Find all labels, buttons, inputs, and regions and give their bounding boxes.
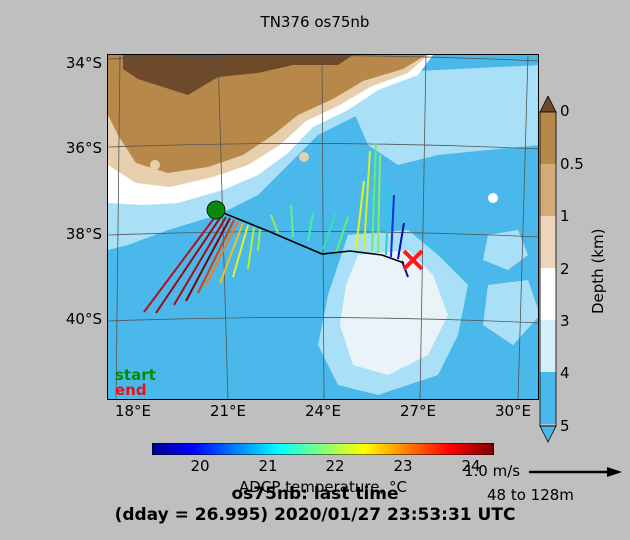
velocity-vector	[363, 150, 371, 250]
depth-tick: 1	[560, 207, 570, 225]
caption-line1: os75nb: last time	[231, 484, 399, 504]
velocity-vector	[371, 142, 377, 252]
temperature-colorbar	[152, 443, 494, 455]
lon-tick: 18°E	[114, 402, 152, 420]
temperature-colorbar-label: ADCP temperature, °C	[239, 478, 407, 496]
velocity-vector	[335, 216, 349, 254]
velocity-vector	[270, 214, 279, 234]
caption-line2: (dday = 26.995) 2020/01/27 23:53:31 UTC	[114, 505, 516, 525]
lon-tick: 27°E	[399, 402, 437, 420]
lat-tick: 38°S	[65, 225, 102, 243]
end-marker	[402, 249, 424, 271]
temperature-tick: 23	[393, 457, 413, 475]
velocity-vector	[397, 222, 405, 260]
depth-tick: 5	[560, 417, 570, 435]
slope-east	[338, 65, 538, 165]
velocity-vector	[143, 212, 219, 313]
velocity-vector	[173, 216, 227, 306]
legend-end-label: end	[115, 381, 147, 399]
depth-tick: 0	[560, 102, 570, 120]
lon-tick: 21°E	[209, 402, 247, 420]
velocity-vector	[355, 180, 365, 250]
start-marker	[206, 200, 226, 220]
lon-tick: 30°E	[494, 402, 532, 420]
lat-tick: 36°S	[65, 139, 102, 157]
velocity-vector	[257, 228, 261, 252]
velocity-vector	[377, 154, 381, 254]
legend-start-label: start	[115, 366, 156, 384]
velocity-vector	[197, 219, 235, 294]
velocity-vector	[390, 194, 395, 258]
scale-speed-label: 1.0 m/s	[464, 462, 521, 480]
depth-colorbar	[539, 96, 557, 443]
scale-arrow	[529, 467, 622, 477]
temperature-tick: 20	[190, 457, 210, 475]
highlands	[123, 55, 353, 95]
map-panel	[107, 54, 539, 400]
velocity-vector	[247, 226, 255, 270]
current-vectors	[143, 142, 409, 314]
plot-title: TN376 os75nb	[260, 13, 370, 31]
lat-tick: 40°S	[65, 310, 102, 328]
bathymetry-map	[108, 55, 538, 399]
lon-tick: 24°E	[304, 402, 342, 420]
temperature-tick: 22	[325, 457, 345, 475]
graticule	[108, 55, 538, 399]
seamount	[488, 193, 498, 203]
depth-tick: 0.5	[560, 155, 584, 173]
velocity-vector	[385, 180, 390, 256]
seamount	[150, 160, 160, 170]
depth-colorbar-label: Depth (km)	[589, 228, 607, 314]
velocity-vector	[322, 212, 337, 250]
rise-patch-2	[483, 280, 538, 345]
rise-patch	[483, 230, 528, 270]
ship-track	[215, 209, 405, 264]
scale-depth-range: 48 to 128m	[487, 486, 574, 504]
velocity-vector	[205, 220, 239, 286]
temperature-tick: 24	[461, 457, 481, 475]
velocity-vector	[290, 204, 294, 238]
lat-tick: 34°S	[65, 54, 102, 72]
seamount	[299, 152, 309, 162]
velocity-vector	[155, 214, 223, 314]
velocity-vector	[232, 224, 249, 278]
velocity-vector	[185, 217, 231, 302]
depth-tick: 2	[560, 260, 570, 278]
depth-tick: 4	[560, 364, 570, 382]
depth-tick: 3	[560, 312, 570, 330]
velocity-vector	[307, 212, 314, 242]
velocity-vector	[219, 222, 244, 284]
temperature-tick: 21	[258, 457, 278, 475]
